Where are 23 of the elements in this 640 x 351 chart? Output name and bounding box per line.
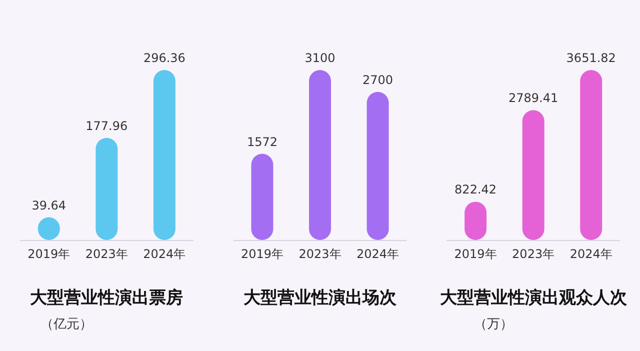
- x-tick-label: 2023年: [512, 247, 555, 261]
- x-tick-label: 2019年: [240, 247, 284, 261]
- data-label: 3651.82: [566, 51, 616, 65]
- text: 大型营业性演出场次: [244, 288, 398, 308]
- text: 大型营业性演出票房: [30, 288, 184, 308]
- x-tick-label: 2024年: [143, 247, 186, 261]
- text: （亿元）: [40, 317, 93, 332]
- data-label: 177.96: [86, 118, 128, 133]
- data-label: 2789.41: [508, 91, 558, 106]
- data-label: 296.36: [143, 51, 186, 65]
- x-tick-label: 2019年: [454, 247, 497, 261]
- text: 大型营业性演出观众人次: [440, 288, 628, 308]
- x-tick-label: 2019年: [28, 247, 70, 261]
- x-tick-label: 2024年: [356, 247, 400, 261]
- x-tick-label: 2023年: [298, 247, 342, 261]
- data-label: 1572: [246, 134, 278, 149]
- data-label: 39.64: [32, 198, 66, 212]
- data-label: 2700: [362, 72, 394, 87]
- data-label: 3100: [304, 51, 336, 65]
- x-tick-label: 2023年: [85, 247, 128, 261]
- data-label: 822.42: [454, 182, 497, 197]
- x-tick-label: 2024年: [570, 247, 612, 261]
- text: （万）: [474, 317, 513, 332]
